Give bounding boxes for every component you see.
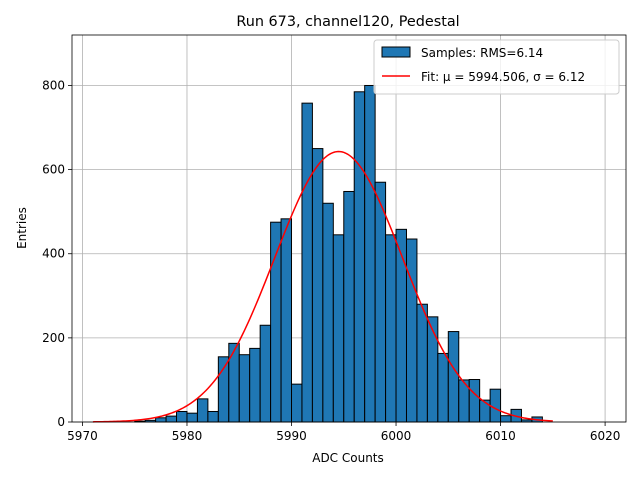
histogram-bar [176, 410, 188, 423]
histogram-bar [437, 352, 449, 423]
plot-frame [71, 34, 627, 423]
histogram-bar [489, 388, 502, 423]
histogram-bar [322, 202, 334, 423]
histogram-bar [311, 148, 324, 423]
histogram-bar [385, 234, 397, 423]
histogram-bar [395, 228, 407, 423]
histogram-bar [238, 354, 251, 423]
legend-box [373, 39, 620, 95]
histogram-bar [196, 398, 209, 423]
histogram-bar [343, 190, 355, 423]
legend-label-fit: Fit: μ = 5994.506, σ = 6.12 [421, 70, 585, 84]
y-axis-ticks: 0 200 400 600 800 [42, 78, 72, 429]
y-tick-label: 400 [42, 247, 65, 261]
histogram-bar [479, 399, 491, 423]
histogram-bar [270, 221, 282, 423]
x-tick-label: 6020 [590, 429, 621, 443]
y-tick-label: 0 [57, 415, 65, 429]
histogram-bar [291, 383, 303, 423]
histogram-bar [165, 415, 178, 423]
histogram-bar [217, 356, 230, 423]
x-axis-label: ADC Counts [312, 451, 384, 465]
histogram-bar [447, 331, 460, 423]
y-tick-label: 600 [42, 163, 65, 177]
x-tick-label: 5990 [276, 429, 307, 443]
histogram-bar [374, 181, 387, 423]
y-tick-label: 800 [42, 78, 65, 92]
x-axis-ticks: 5970 5980 5990 6000 6010 6020 [67, 422, 620, 443]
histogram-bar [353, 91, 366, 423]
histogram-bar [186, 412, 198, 423]
x-tick-label: 5980 [172, 429, 203, 443]
x-tick-label: 5970 [67, 429, 98, 443]
legend-swatch-samples [381, 46, 411, 58]
y-axis-label: Entries [15, 207, 29, 249]
fit-curve [92, 150, 553, 423]
x-tick-label: 6000 [381, 429, 412, 443]
x-tick-label: 6010 [485, 429, 516, 443]
histogram-bar [500, 415, 512, 423]
histogram-bar [207, 410, 219, 423]
legend-label-samples: Samples: RMS=6.14 [421, 46, 543, 60]
histogram-bar [249, 347, 261, 423]
histogram-bar [259, 324, 272, 423]
histogram-bar [426, 316, 439, 423]
histogram-bar [405, 238, 418, 423]
histogram-bar [301, 102, 313, 423]
histogram-bar [280, 218, 293, 423]
y-tick-label: 200 [42, 331, 65, 345]
histogram-bar [155, 417, 167, 423]
histogram-bar [332, 234, 345, 423]
legend: Samples: RMS=6.14 Fit: μ = 5994.506, σ =… [373, 39, 620, 95]
chart-title: Run 673, channel120, Pedestal [236, 14, 459, 30]
histogram-bar [364, 84, 376, 423]
histogram-bar [468, 379, 481, 423]
histogram-bar [228, 342, 240, 423]
histogram-bar [416, 303, 428, 423]
